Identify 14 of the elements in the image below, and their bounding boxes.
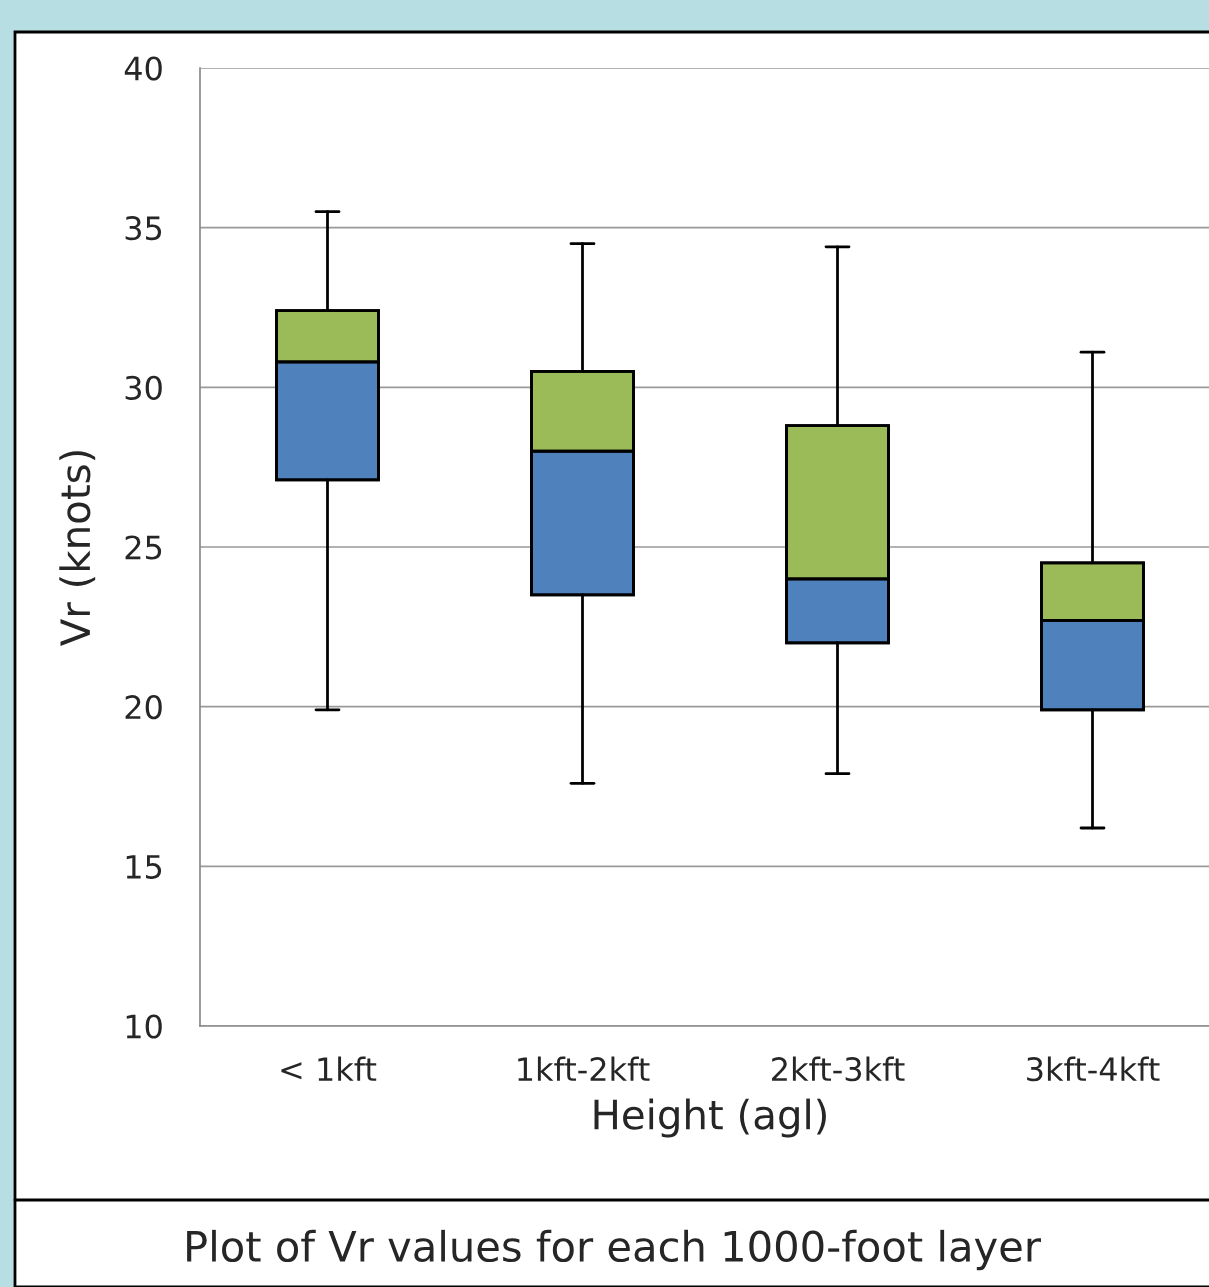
y-tick-label: 15 bbox=[126, 855, 162, 879]
x-axis-title: Height (agl) bbox=[594, 1098, 826, 1138]
x-tick-label: 2kft-3kft bbox=[772, 1056, 905, 1082]
x-tick-label: < 1kft bbox=[281, 1056, 377, 1081]
x-tick-label: 3kft-4kft bbox=[1027, 1056, 1160, 1082]
text: Plot of Vr values for each 1000-foot layer bbox=[187, 1229, 1041, 1271]
x-tick-label: 1kft-2kft bbox=[518, 1056, 650, 1081]
y-tick-label: 10 bbox=[126, 1014, 162, 1039]
y-tick-label: 30 bbox=[125, 375, 162, 400]
y-tick-label: 25 bbox=[125, 535, 162, 560]
y-tick-label: 35 bbox=[125, 216, 162, 241]
y-tick-label: 20 bbox=[125, 695, 162, 720]
y-tick-label: 40 bbox=[124, 56, 162, 81]
y-axis-title: Vr (knots) bbox=[59, 451, 96, 646]
